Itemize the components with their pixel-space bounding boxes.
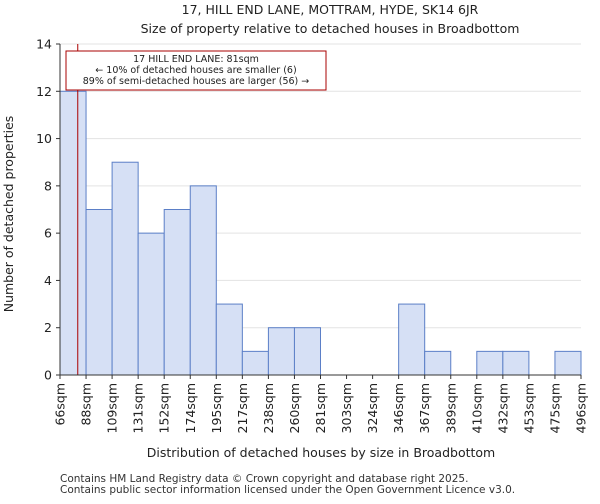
x-tick-label: 324sqm xyxy=(365,383,380,433)
y-axis-label: Number of detached properties xyxy=(1,116,16,313)
histogram-bar xyxy=(163,209,191,376)
x-tick-label: 260sqm xyxy=(287,383,302,433)
histogram-bar xyxy=(554,350,582,376)
histogram-bar xyxy=(241,350,269,376)
x-tick-label: 195sqm xyxy=(209,383,224,433)
histogram-bar xyxy=(398,303,426,376)
x-tick-label: 217sqm xyxy=(235,383,250,433)
y-tick-label: 12 xyxy=(36,84,52,99)
annotation-line: ← 10% of detached houses are smaller (6) xyxy=(95,65,296,76)
x-tick-label: 238sqm xyxy=(261,383,276,433)
y-tick-label: 10 xyxy=(36,131,52,146)
annotation-line: 17 HILL END LANE: 81sqm xyxy=(133,54,259,65)
x-tick-label: 410sqm xyxy=(469,383,484,433)
y-tick-label: 14 xyxy=(36,37,52,52)
annotation-box xyxy=(65,50,327,91)
histogram-bar xyxy=(267,327,295,376)
y-tick-label: 6 xyxy=(44,226,52,241)
x-tick-label: 475sqm xyxy=(547,383,562,433)
histogram-bar xyxy=(137,232,165,376)
x-tick-label: 66sqm xyxy=(53,383,68,426)
histogram-bar xyxy=(189,185,217,376)
x-tick-label: 281sqm xyxy=(313,383,328,433)
histogram-bar xyxy=(111,161,139,376)
x-tick-label: 453sqm xyxy=(521,383,536,433)
histogram-bar xyxy=(476,350,504,376)
histogram-bar xyxy=(85,209,113,376)
x-tick-label: 367sqm xyxy=(417,383,432,433)
chart-subtitle: Size of property relative to detached ho… xyxy=(141,21,520,36)
x-tick-label: 88sqm xyxy=(79,383,94,426)
histogram-bar xyxy=(293,327,322,376)
x-tick-label: 389sqm xyxy=(443,383,458,433)
y-tick-label: 2 xyxy=(44,320,52,335)
x-tick-label: 432sqm xyxy=(495,383,510,433)
footer-copyright: Contains HM Land Registry data © Crown c… xyxy=(60,473,469,485)
x-tick-label: 131sqm xyxy=(131,383,146,433)
histogram-bar xyxy=(424,350,452,376)
histogram-bar xyxy=(59,90,87,376)
y-tick-label: 4 xyxy=(44,273,52,288)
x-axis-label: Distribution of detached houses by size … xyxy=(147,445,495,460)
histogram-bar xyxy=(502,350,530,376)
y-tick-label: 0 xyxy=(44,368,52,383)
x-tick-label: 303sqm xyxy=(339,383,354,433)
x-tick-label: 496sqm xyxy=(574,383,589,433)
x-tick-label: 346sqm xyxy=(391,383,406,433)
histogram-bar xyxy=(215,303,243,376)
annotation-line: 89% of semi-detached houses are larger (… xyxy=(83,76,310,87)
chart-title: 17, HILL END LANE, MOTTRAM, HYDE, SK14 6… xyxy=(182,2,479,17)
x-tick-label: 174sqm xyxy=(183,383,198,433)
footer-licence: Contains public sector information licen… xyxy=(60,484,516,496)
x-tick-label: 152sqm xyxy=(157,383,172,433)
y-tick-label: 8 xyxy=(44,178,52,193)
x-tick-label: 109sqm xyxy=(105,383,120,433)
